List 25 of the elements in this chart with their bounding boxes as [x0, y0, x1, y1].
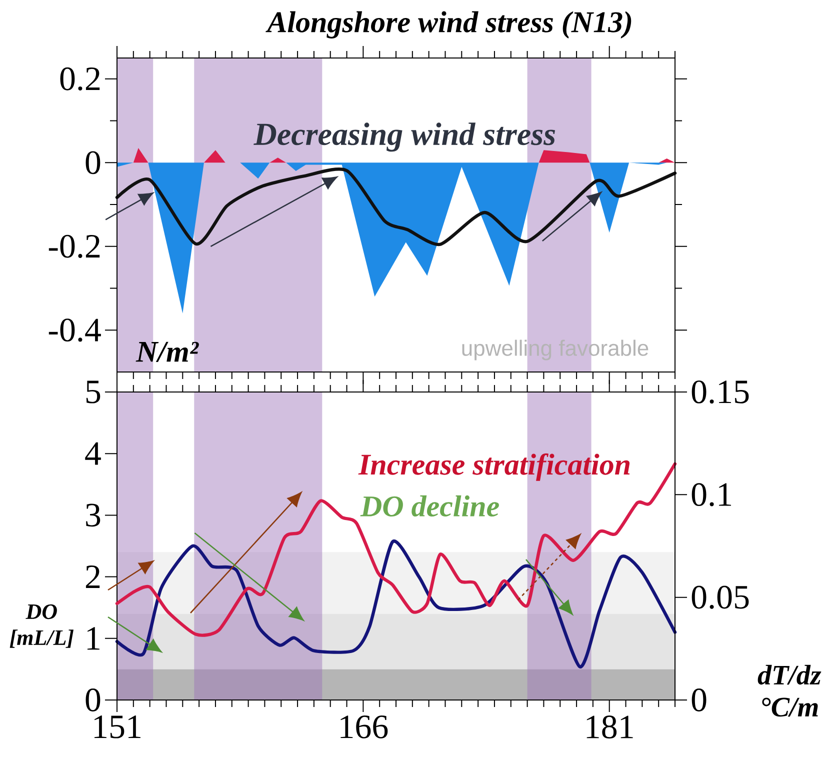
annotation: Increase stratification [358, 453, 630, 481]
y-tick-label: 3 [86, 504, 100, 527]
y2-tick-label: 0.05 [692, 586, 749, 609]
x-tick-label: 181 [586, 716, 633, 738]
annotation: Decreasing wind stress [254, 122, 556, 152]
y-tick-label: -0.4 [48, 318, 101, 342]
annotation: DO decline [360, 495, 499, 517]
y-tick-label: 0.2 [60, 67, 100, 90]
y-tick-label: -0.2 [48, 234, 100, 258]
y2-axis-title: dT/dz °C/m [758, 664, 822, 717]
x-tick-label: 151 [94, 716, 140, 738]
x-tick-label: 166 [340, 716, 388, 738]
y-axis-title: DO [mL/L] [10, 604, 74, 648]
line-series [115, 540, 677, 668]
chart-title: Alongshore wind stress (N13) [266, 11, 632, 38]
y2-tick-label: 0.1 [692, 483, 732, 506]
y-tick-label: 1 [87, 627, 100, 650]
y-tick-label: 2 [86, 566, 100, 588]
annotation: N/m² [136, 342, 199, 362]
y-tick-label: 5 [86, 380, 100, 404]
y2-tick-label: 0.15 [692, 380, 749, 404]
y-tick-label: 4 [85, 442, 101, 465]
y2-tick-label: 0 [692, 688, 706, 712]
y-tick-label: 0 [86, 688, 100, 712]
y-tick-label: 0 [86, 151, 100, 174]
